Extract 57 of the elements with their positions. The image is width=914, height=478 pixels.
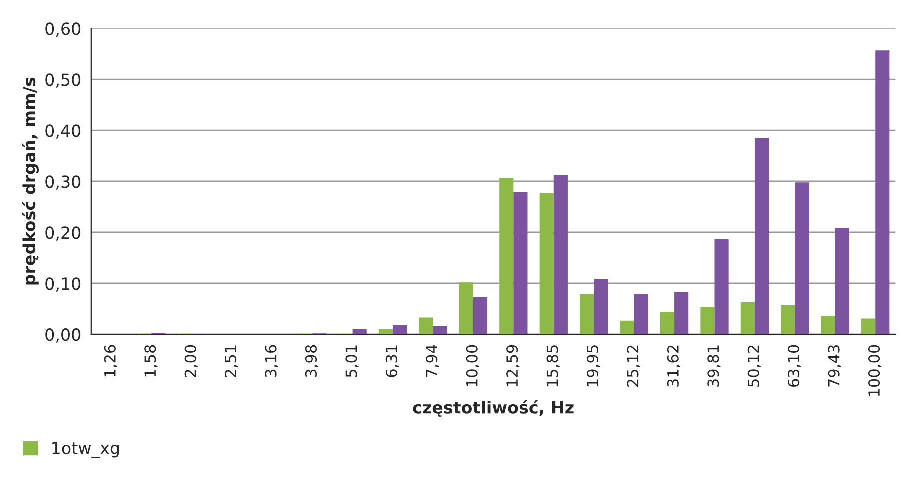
y-tick-label: 0,60 [46, 22, 81, 37]
x-tick-label: 79,43 [828, 346, 842, 387]
bar [500, 178, 514, 335]
x-tick-label: 10,00 [466, 345, 480, 386]
x-tick-label: 6,31 [386, 346, 400, 378]
x-tick-label: 39,81 [708, 346, 721, 387]
x-tick-label: 5,01 [346, 346, 359, 378]
bar [580, 294, 594, 335]
x-tick-label: 3,16 [265, 345, 278, 378]
bar [378, 330, 394, 335]
bar [393, 325, 408, 335]
x-tick-label: 12,59 [506, 345, 520, 386]
bar [781, 306, 796, 335]
y-tick-label: 0,50 [46, 74, 81, 88]
bar [473, 297, 488, 335]
bar [862, 318, 876, 335]
bar [352, 330, 367, 335]
bar [876, 50, 890, 335]
y-axis-title: prędkość drgań, mm/s [22, 78, 40, 285]
y-tick-label: 0,10 [46, 278, 81, 292]
x-tick-label: 100,00 [868, 345, 882, 396]
bar [620, 320, 634, 335]
x-tick-label: 31,62 [667, 346, 681, 387]
bar [754, 138, 770, 335]
bar [514, 192, 528, 335]
y-tick-label: 0,40 [46, 124, 81, 139]
bar [740, 302, 755, 335]
x-tick-label: 1,58 [144, 345, 158, 377]
bar [674, 292, 689, 335]
bar [700, 307, 715, 335]
legend-label: 1otw_xg [52, 442, 120, 458]
bar [634, 294, 648, 335]
x-tick-label: 3,98 [305, 345, 319, 378]
bar [594, 279, 608, 335]
y-tick-label: 0,00 [46, 328, 81, 343]
bar [660, 312, 675, 335]
y-tick-label: 0,30 [46, 176, 81, 190]
bar [540, 193, 554, 335]
x-tick-label: 2,00 [184, 345, 198, 378]
bar [459, 282, 474, 335]
x-tick-label: 7,94 [426, 345, 440, 378]
x-tick-label: 50,12 [748, 346, 761, 387]
bar [554, 175, 568, 335]
bar [433, 326, 448, 335]
bar [835, 228, 850, 335]
bar [419, 318, 434, 335]
x-tick-label: 19,95 [586, 346, 600, 386]
x-tick-label: 2,51 [225, 346, 238, 378]
y-tick-label: 0,20 [46, 226, 81, 241]
x-tick-label: 1,26 [104, 345, 118, 377]
x-tick-label: 63,10 [788, 345, 802, 387]
x-tick-label: 15,85 [546, 346, 560, 386]
x-tick-label: 25,12 [627, 346, 640, 387]
bar [821, 316, 836, 335]
x-axis-title: częstotliwość, Hz [413, 400, 574, 417]
bar [714, 239, 729, 335]
bar [795, 182, 810, 335]
